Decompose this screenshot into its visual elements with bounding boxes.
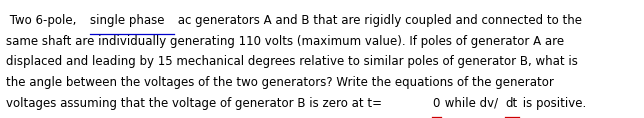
Text: same shaft are individually generating 110 volts (maximum value). If poles of ge: same shaft are individually generating 1… bbox=[6, 35, 564, 48]
Text: 0: 0 bbox=[432, 97, 440, 110]
Text: is positive.: is positive. bbox=[519, 97, 587, 110]
Text: the angle between the voltages of the two generators? Write the equations of the: the angle between the voltages of the tw… bbox=[6, 76, 554, 89]
Text: dt: dt bbox=[506, 97, 518, 110]
Text: while dv/: while dv/ bbox=[440, 97, 498, 110]
Text: voltages assuming that the voltage of generator B is zero at t=: voltages assuming that the voltage of ge… bbox=[6, 97, 382, 110]
Text: Two 6-pole,: Two 6-pole, bbox=[6, 14, 80, 27]
Text: single phase: single phase bbox=[90, 14, 164, 27]
Text: ac generators A and B that are rigidly coupled and connected to the: ac generators A and B that are rigidly c… bbox=[175, 14, 582, 27]
Text: displaced and leading by 15 mechanical degrees relative to similar poles of gene: displaced and leading by 15 mechanical d… bbox=[6, 55, 578, 68]
